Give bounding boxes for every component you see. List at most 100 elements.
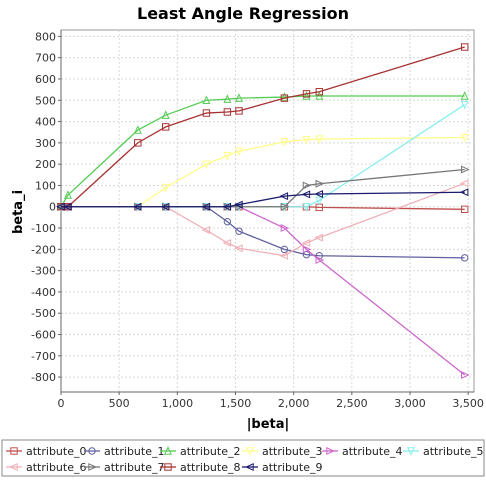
data-point xyxy=(280,92,289,101)
data-point xyxy=(460,370,470,379)
y-tick-label: -600 xyxy=(31,329,56,342)
data-point xyxy=(280,94,289,102)
legend-marker xyxy=(10,447,18,455)
data-point xyxy=(223,94,232,103)
x-tick-label: 1,000 xyxy=(162,397,194,410)
data-point xyxy=(460,91,469,100)
y-tick-label: 700 xyxy=(35,52,56,65)
data-point xyxy=(234,200,243,209)
legend-label: attribute_3 xyxy=(262,445,322,458)
y-tick-label: 400 xyxy=(35,116,56,129)
y-tick-label: 300 xyxy=(35,137,56,150)
x-tick-label: 3,000 xyxy=(394,397,426,410)
x-tick-label: 500 xyxy=(109,397,130,410)
legend-box xyxy=(1,439,485,477)
x-tick-label: 3,500 xyxy=(452,397,484,410)
data-point xyxy=(459,179,469,188)
y-tick-label: -800 xyxy=(31,371,56,384)
data-point xyxy=(201,202,211,211)
data-point xyxy=(280,245,289,254)
data-point xyxy=(315,91,324,100)
legend-item-attribute_6: attribute_6 xyxy=(6,461,86,474)
y-tick-label: 200 xyxy=(35,158,56,171)
data-point xyxy=(302,135,311,145)
data-point xyxy=(302,90,311,98)
plot-frame xyxy=(60,29,475,393)
data-point xyxy=(223,108,232,116)
legend-item-attribute_0: attribute_0 xyxy=(6,445,86,458)
plot-area: -800 -700 -600 -500 -400 -300 -200 -100 0 100 200 3… xyxy=(31,29,484,410)
data-point xyxy=(161,183,170,193)
data-point xyxy=(280,138,289,147)
legend-item-attribute_9: attribute_9 xyxy=(242,461,322,474)
x-axis-label: |beta| xyxy=(247,417,290,432)
data-point xyxy=(234,244,243,253)
data-point xyxy=(460,254,469,262)
data-point xyxy=(301,238,311,247)
data-point xyxy=(460,205,469,213)
data-point xyxy=(302,181,312,190)
data-point xyxy=(314,189,323,198)
data-point xyxy=(280,224,290,233)
data-point xyxy=(315,135,324,144)
y-tick-label: -300 xyxy=(31,265,56,278)
data-point xyxy=(132,202,142,211)
legend-item-attribute_7: attribute_7 xyxy=(84,461,164,474)
data-point xyxy=(201,226,211,235)
legend-marker xyxy=(88,463,97,471)
legend-marker xyxy=(245,463,254,471)
x-tick-label: 2,000 xyxy=(278,397,310,410)
legend-marker xyxy=(164,446,172,455)
legend-label: attribute_6 xyxy=(26,461,86,474)
y-tick-label: 500 xyxy=(35,94,56,107)
data-point xyxy=(235,93,243,102)
data-point xyxy=(279,251,289,260)
legend-marker xyxy=(9,463,18,471)
y-tick-label: 800 xyxy=(35,30,56,43)
data-point xyxy=(302,91,311,100)
y-tick-label: -500 xyxy=(31,307,56,320)
x-tick-label: 1,500 xyxy=(220,397,252,410)
legend-item-attribute_1: attribute_1 xyxy=(84,445,164,458)
data-point xyxy=(315,88,323,96)
series-line xyxy=(61,191,465,208)
data-point xyxy=(279,192,289,201)
legend-label: attribute_9 xyxy=(262,461,322,474)
y-tick-label: -100 xyxy=(31,222,56,235)
legend-marker xyxy=(326,447,335,455)
data-point xyxy=(280,202,290,211)
data-point xyxy=(160,202,170,211)
data-point xyxy=(302,203,311,212)
y-tick-label: -400 xyxy=(31,286,56,299)
legend-item-attribute_2: attribute_2 xyxy=(160,445,240,458)
y-tick-label: 600 xyxy=(35,73,56,86)
legend-label: attribute_4 xyxy=(342,445,402,458)
data-point xyxy=(460,165,470,174)
data-point xyxy=(314,233,323,242)
series-attribute_9 xyxy=(56,188,469,211)
legend-label: attribute_7 xyxy=(104,461,164,474)
legend-label: attribute_8 xyxy=(180,461,240,474)
series-line xyxy=(60,95,465,208)
data-point xyxy=(222,238,232,247)
y-tick-label: 100 xyxy=(35,179,56,192)
legend-label: attribute_1 xyxy=(104,445,164,458)
data-point xyxy=(459,188,469,197)
data-point xyxy=(222,202,232,211)
data-point xyxy=(202,160,211,170)
series-attribute_2 xyxy=(57,91,469,211)
data-point xyxy=(460,133,469,143)
data-point xyxy=(315,255,325,264)
legend-item-attribute_3: attribute_3 xyxy=(242,445,322,458)
x-tick-label: 0 xyxy=(58,397,65,410)
data-point xyxy=(161,110,170,119)
data-point xyxy=(63,190,72,199)
data-point xyxy=(162,123,170,131)
legend-item-attribute_4: attribute_4 xyxy=(322,445,402,458)
data-point xyxy=(223,217,232,226)
data-point xyxy=(202,95,211,104)
data-point xyxy=(460,43,469,51)
data-point xyxy=(315,179,325,188)
legend-item-attribute_5: attribute_5 xyxy=(403,445,483,458)
